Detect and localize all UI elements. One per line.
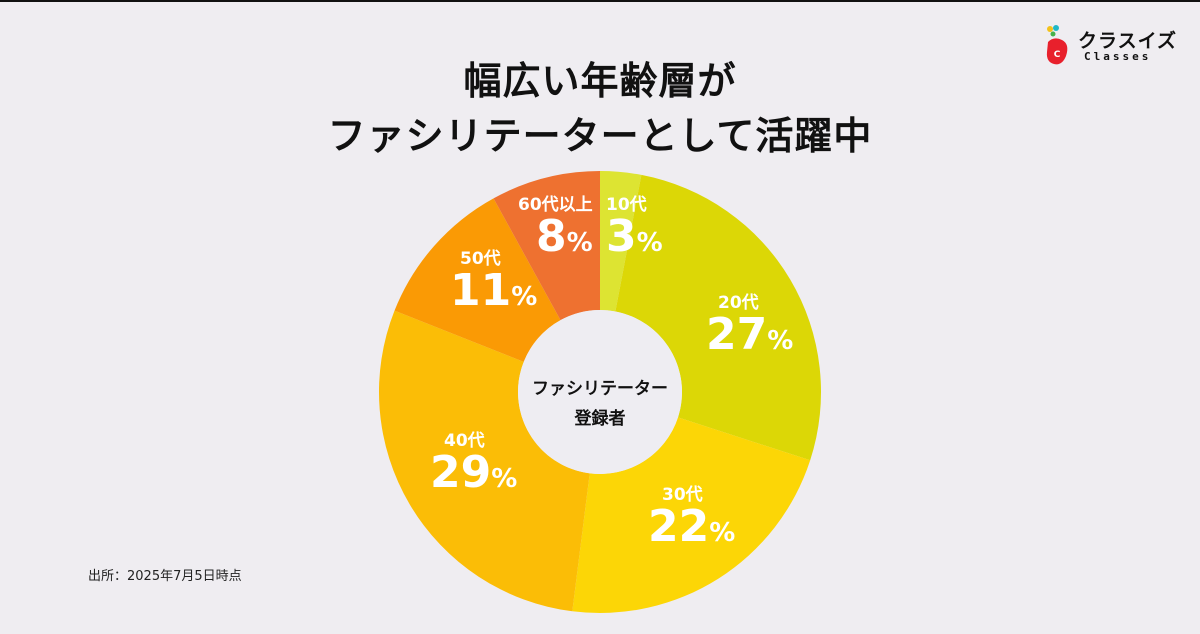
logo-name: クラスイズ	[1078, 30, 1178, 52]
segment-label-60s-plus: 60代以上 8%	[518, 195, 593, 262]
logo-mark-icon: C	[1046, 25, 1068, 65]
segment-label-50s: 50代 11%	[450, 249, 538, 316]
center-label-line2: 登録者	[574, 409, 626, 429]
donut-center-label: ファシリテーター 登録者	[500, 374, 700, 434]
donut-segment-10s	[600, 171, 642, 312]
donut-segment-40s	[379, 310, 590, 612]
source-note: 出所：2025年7月5日時点	[88, 569, 242, 584]
title-line-1: 幅広い年齢層が	[463, 59, 737, 103]
title-line-2: ファシリテーターとして活躍中	[327, 114, 873, 158]
logo-sub: Classes	[1084, 50, 1152, 63]
donut-segment-30s	[572, 417, 811, 613]
center-label-line1: ファシリテーター	[532, 379, 668, 399]
donut-segment-50s	[394, 198, 561, 362]
brand-logo: C クラスイズ Classes	[1044, 24, 1184, 68]
svg-text:C: C	[1054, 50, 1061, 60]
donut-segment-20s	[615, 174, 822, 461]
segment-label-40s: 40代 29%	[430, 431, 518, 498]
donut-hole	[518, 310, 682, 474]
segment-label-10s: 10代 3%	[606, 195, 663, 262]
segment-label-20s: 20代 27%	[706, 293, 794, 360]
segment-label-30s: 30代 22%	[648, 485, 736, 552]
donut-segment-60s-plus	[493, 171, 600, 321]
